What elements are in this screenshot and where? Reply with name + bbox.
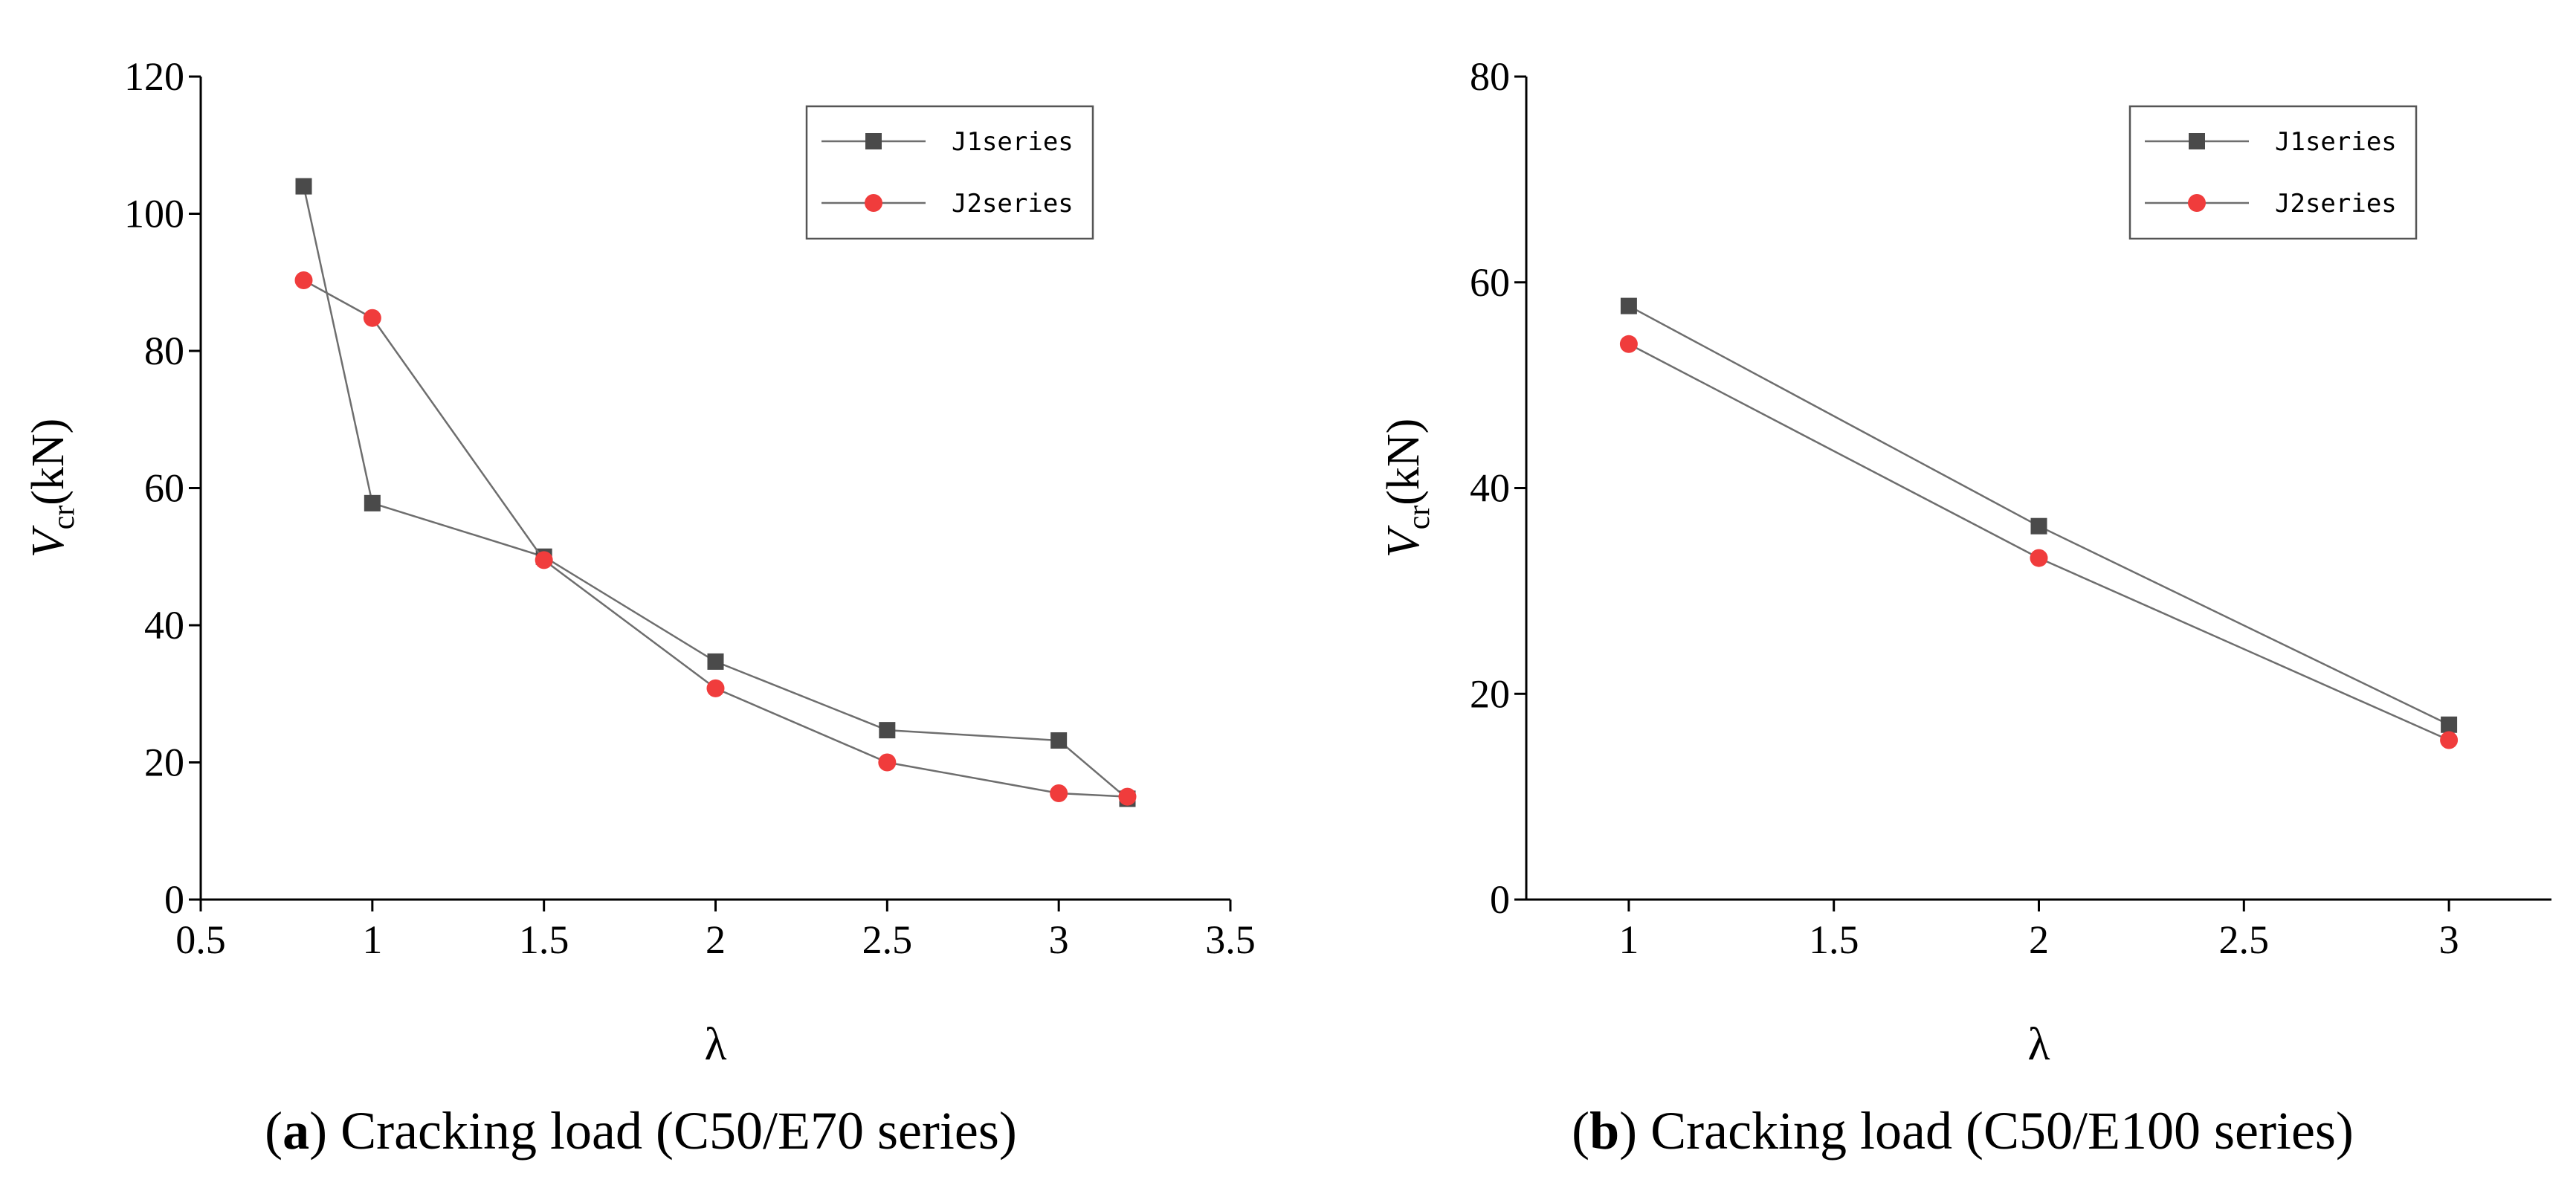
panel-a-caption-letter: a [283,1101,309,1161]
panel-b-legend-marker [2189,133,2205,149]
panel-a-x-tick-label: 2.5 [862,917,913,962]
panel-b-series-j1series-point [2441,716,2458,733]
panel-a-caption: (a) Cracking load (C50/E70 series) [265,1101,1017,1161]
panel-b-y-axis-title-unit: (kN) [1378,419,1429,506]
panel-a-series-j2series-point [535,551,553,569]
panel-b-caption-text: ) Cracking load (C50/E100 series) [1619,1101,2354,1161]
panel-a-series-j1series-point [707,653,724,670]
panel-b-series-j2series-point [2440,731,2459,749]
panel-b-x-tick-label: 2.5 [2219,917,2270,962]
panel-b-x-tick-label: 1.5 [1809,917,1859,962]
panel-a-y-axis-title-main: V [23,525,74,558]
panel-b-y-axis-title-main: V [1378,525,1429,558]
panel-b-series-j1series-line [1628,305,2450,726]
panel-b-x-axis-title: λ [2027,1019,2050,1070]
panel-a-y-tick-label: 0 [164,877,184,922]
panel-a-y-tick-label: 100 [124,192,184,236]
panel-a-legend-marker [865,194,882,212]
panel-a-y-tick-label: 20 [144,740,184,785]
panel-a-series-j2series-point [878,753,897,772]
panel-b-y-tick-label: 0 [1490,877,1510,922]
panel-a-legend-label: J1series [952,127,1074,157]
panel-a-y-axis-title-unit: (kN) [23,419,74,506]
panel-a-legend-label: J2series [952,189,1074,219]
panel-b-y-tick-label: 20 [1470,671,1510,716]
panel-b-legend-marker [2188,194,2206,212]
panel-a-x-tick-label: 2 [706,917,726,962]
panel-b-y-axis-title: Vcr(kN) [1378,419,1436,558]
panel-a-legend-marker [865,133,882,149]
panel-b-caption: (b) Cracking load (C50/E100 series) [1572,1101,2354,1161]
panel-a-y-tick-label: 120 [124,54,184,99]
panel-b-x-tick-label: 2 [2029,917,2049,962]
panel-a-x-tick-label: 1 [362,917,382,962]
panel-b-legend-label: J2series [2275,189,2397,219]
panel-a-series-j2series-point [1050,784,1068,803]
panel-a-y-tick-label: 80 [144,329,184,373]
panel-b-x-tick-label: 3 [2439,917,2459,962]
chart-b: 0 20 40 60 80 1 1.5 2 2.5 3 λ Vcr(kN) J1series J2seri… [1378,54,2551,1161]
panel-b-y-tick-label: 40 [1470,466,1510,511]
panel-a-series-j1series-line [303,186,1129,800]
panel-b-caption-open: ( [1572,1101,1589,1161]
panel-a-series-j2series-point [706,679,725,697]
panel-a-x-tick-label: 3.5 [1205,917,1256,962]
panel-b-y-tick-label: 60 [1470,260,1510,305]
panel-a-legend: J1series J2series [805,105,1094,240]
panel-a-series-j1series-point [879,722,896,739]
panel-a-caption-text: ) Cracking load (C50/E70 series) [309,1101,1017,1161]
panel-b-legend-label: J1series [2275,127,2397,157]
panel-a-caption-open: ( [265,1101,283,1161]
panel-b-series-j2series-point [2030,549,2048,567]
panel-b-y-tick-label: 80 [1470,54,1510,99]
panel-a-x-tick-label: 1.5 [519,917,569,962]
panel-b-series-j1series-point [1620,297,1637,314]
panel-b-legend-box [2128,105,2418,240]
panel-a-y-tick-label: 60 [144,466,184,511]
panel-b-caption-letter: b [1589,1101,1619,1161]
panel-a-y-axis-title-sub: cr [47,506,81,530]
panel-a-series-j1series-point [364,494,381,511]
panel-a-series-j1series-point [1050,732,1068,749]
panel-a-series-j2series-point [363,309,381,327]
panel-a-series-j2series-line [303,279,1128,798]
panel-a-series-j1series-point [295,178,312,195]
panel-a-x-tick-label: 0.5 [175,917,226,962]
panel-a-y-tick-label: 40 [144,603,184,648]
panel-a-y-axis-title: Vcr(kN) [23,419,81,558]
panel-b-legend: J1series J2series [2128,105,2418,240]
panel-b-series-j1series-point [2030,517,2047,535]
panel-b-series-j2series-point [1619,335,1638,353]
panel-a-x-tick-label: 3 [1049,917,1069,962]
panel-a-legend-box [805,105,1094,240]
panel-b-series-j2series-line [1628,343,2450,741]
panel-a-series-j2series-point [1118,787,1137,806]
panel-a-series-j2series-point [294,271,313,289]
panel-b-y-axis-title-sub: cr [1402,506,1436,530]
panel-a-x-axis-title: λ [704,1019,726,1070]
panel-b-x-tick-label: 1 [1618,917,1639,962]
chart-a: 0 20 40 60 80 100 120 0.5 1 1.5 2 2.5 3 3.5 λ Vcr(kN) J1… [23,54,1256,1161]
